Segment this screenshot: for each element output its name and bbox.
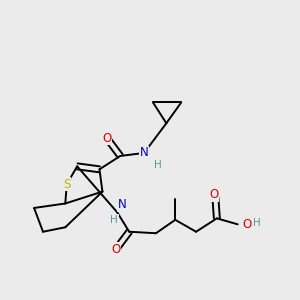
Text: N: N (140, 146, 148, 160)
Text: O: O (209, 188, 218, 201)
Text: H: H (110, 215, 118, 225)
Text: N: N (117, 199, 126, 212)
Text: H: H (253, 218, 261, 228)
Text: O: O (102, 132, 112, 145)
Text: O: O (242, 218, 251, 231)
Text: O: O (111, 243, 120, 256)
Text: S: S (63, 178, 70, 191)
Text: H: H (154, 160, 161, 170)
